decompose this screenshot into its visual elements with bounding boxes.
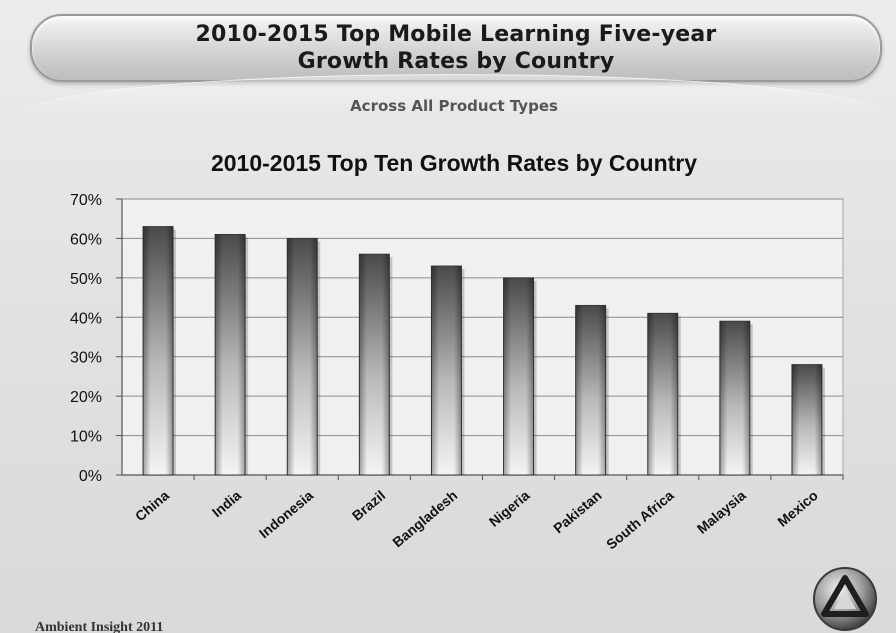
bar-shade [143, 226, 174, 475]
bar-shade [359, 254, 390, 475]
y-tick-label: 10% [70, 429, 102, 446]
bar-shade [647, 313, 678, 475]
title-banner: 2010-2015 Top Mobile Learning Five-year … [30, 14, 882, 82]
x-tick-label: Nigeria [486, 487, 533, 530]
title-line-1: 2010-2015 Top Mobile Learning Five-year [195, 22, 717, 47]
x-tick-label: Pakistan [550, 487, 604, 536]
bar-shade [431, 266, 462, 475]
bar-shade [503, 277, 534, 475]
y-tick-label: 50% [70, 271, 102, 288]
footer-credit: Ambient Insight 2011 [35, 620, 164, 633]
title-line-2: Growth Rates by Country [297, 49, 615, 74]
chart-title: 2010-2015 Top Ten Growth Rates by Countr… [210, 150, 698, 176]
ambient-insight-logo-icon [813, 567, 877, 631]
y-tick-label: 30% [70, 350, 102, 367]
x-tick-label: China [132, 487, 172, 524]
bar-shade [215, 234, 246, 475]
x-tick-label: Mexico [774, 487, 821, 530]
x-tick-label: Malaysia [694, 487, 749, 537]
x-tick-label: South Africa [603, 487, 677, 553]
x-tick-label: Brazil [349, 487, 388, 524]
x-tick-label: Indonesia [256, 487, 317, 541]
y-tick-label: 0% [79, 468, 102, 485]
bar-shade [575, 305, 606, 475]
bar-shade [287, 238, 318, 475]
x-tick-label: India [209, 487, 244, 520]
y-tick-label: 20% [70, 389, 102, 406]
subtitle: Across All Product Types [350, 97, 558, 115]
y-tick-label: 70% [70, 192, 102, 209]
bar-shade [719, 321, 750, 475]
y-tick-label: 40% [70, 310, 102, 327]
y-tick-label: 60% [70, 231, 102, 248]
x-tick-label: Bangladesh [389, 487, 460, 550]
bar-shade [791, 364, 822, 475]
